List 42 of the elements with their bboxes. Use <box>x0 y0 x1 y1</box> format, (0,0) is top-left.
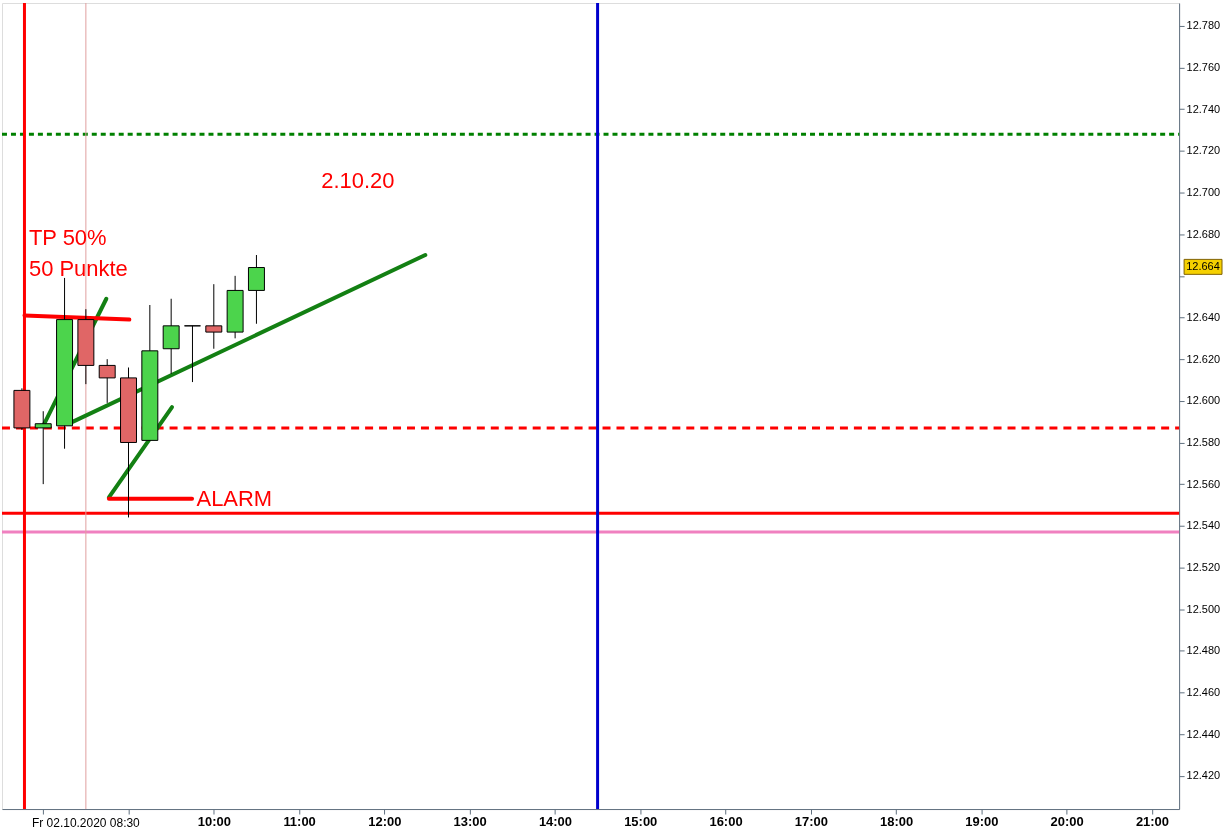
candlestick <box>98 358 116 404</box>
ref-line-label: Fr 02.10.2020 08:30 <box>31 815 141 830</box>
text: 12.664 <box>1186 260 1220 273</box>
x-tick-label: 21:00 <box>1135 814 1170 830</box>
y-tick-label: 12.500 <box>1186 602 1221 615</box>
y-tick-label: 12.620 <box>1186 352 1221 365</box>
annotation: ALARM <box>196 485 273 511</box>
y-tick-label: 12.640 <box>1186 311 1221 323</box>
annotation: TP 50% <box>28 225 107 251</box>
y-tick-label: 12.720 <box>1186 144 1221 157</box>
candlestick <box>247 254 265 325</box>
y-tick-label: 12.580 <box>1186 435 1221 448</box>
x-tick-label: 15:00 <box>624 814 658 830</box>
y-tick-label: 12.780 <box>1186 19 1221 32</box>
x-tick-label: 19:00 <box>965 814 999 830</box>
y-tick-label: 12.540 <box>1186 519 1221 532</box>
x-tick-label: 20:00 <box>1050 814 1084 830</box>
x-tick-label: 17:00 <box>794 814 828 830</box>
candlestick <box>162 298 180 375</box>
candlestick <box>205 283 223 350</box>
y-tick-label: 12.440 <box>1186 727 1221 740</box>
y-tick-label: 12.480 <box>1186 644 1221 657</box>
x-tick-label: 13:00 <box>453 814 487 830</box>
annotation: 50 Punkte <box>28 256 128 282</box>
x-tick-label: 18:00 <box>880 814 914 830</box>
candlestick <box>34 410 52 485</box>
x-tick-label: 12:00 <box>368 814 402 830</box>
x-tick-label: 16:00 <box>709 814 743 830</box>
y-tick-label: 12.680 <box>1186 227 1221 240</box>
y-tick-label: 12.740 <box>1186 102 1221 115</box>
x-tick-label: 10:00 <box>197 814 231 830</box>
y-tick-label: 12.460 <box>1186 685 1221 698</box>
candlestick <box>184 325 201 383</box>
x-tick-label: 14:00 <box>538 814 573 830</box>
y-tick-label: 12.600 <box>1186 394 1221 407</box>
y-tick-label: 12.560 <box>1186 477 1221 490</box>
y-tick-label: 12.520 <box>1186 560 1221 573</box>
y-tick-label: 12.760 <box>1186 61 1221 74</box>
y-tick-label: 12.700 <box>1186 186 1221 199</box>
y-tick-label: 12.420 <box>1186 769 1221 782</box>
x-tick-label: 11:00 <box>283 814 316 830</box>
text: 2.10.20 <box>321 167 395 193</box>
